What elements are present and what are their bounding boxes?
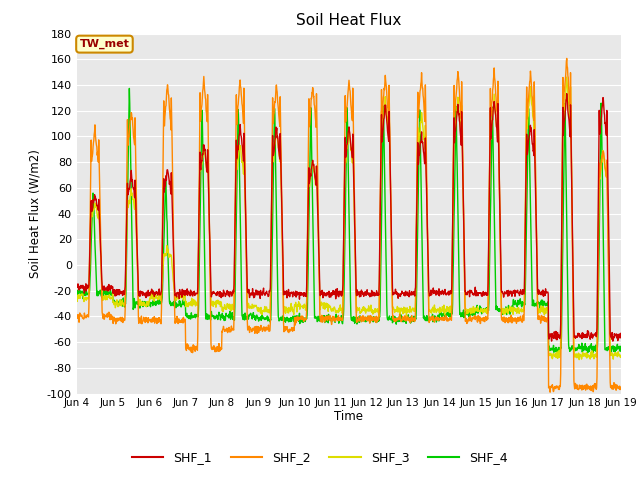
Text: TW_met: TW_met: [79, 39, 129, 49]
Title: Soil Heat Flux: Soil Heat Flux: [296, 13, 401, 28]
Legend: SHF_1, SHF_2, SHF_3, SHF_4: SHF_1, SHF_2, SHF_3, SHF_4: [127, 446, 513, 469]
Y-axis label: Soil Heat Flux (W/m2): Soil Heat Flux (W/m2): [28, 149, 42, 278]
X-axis label: Time: Time: [334, 410, 364, 423]
